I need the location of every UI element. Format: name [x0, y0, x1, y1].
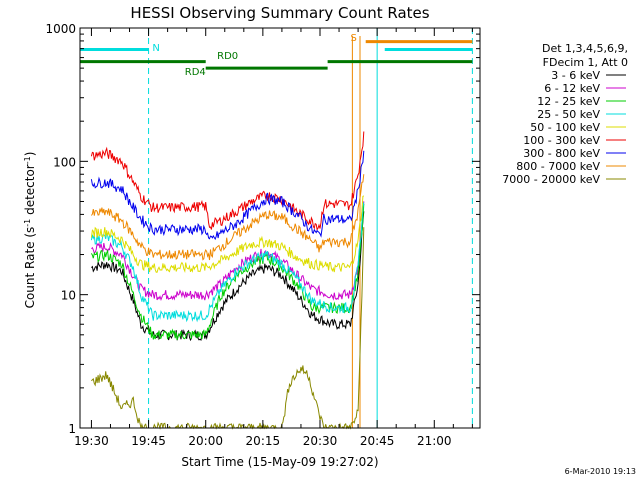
plot-frame: [79, 27, 481, 429]
y-axis-label: Count Rate (s-1 detector-1): [23, 152, 37, 309]
series-line-6: [90, 150, 365, 241]
flag-label: RD4: [185, 67, 206, 78]
x-tick-label: 19:45: [131, 434, 166, 448]
legend-entry: 800 - 7000 keV: [516, 160, 600, 173]
legend-header: Det 1,3,4,5,6,9,: [542, 42, 628, 55]
legend-header: FDecim 1, Att 0: [543, 56, 628, 69]
series-line-8: [91, 227, 365, 430]
chart-title: HESSI Observing Summary Count Rates: [130, 4, 429, 22]
legend-entry: 100 - 300 keV: [523, 134, 600, 147]
y-tick-label: 100: [53, 155, 76, 169]
x-tick-label: 20:15: [246, 434, 281, 448]
series-line-5: [90, 131, 365, 231]
legend-entry: 7000 - 20000 keV: [502, 173, 600, 186]
x-tick-label: 20:30: [303, 434, 338, 448]
legend-entry: 3 - 6 keV: [551, 69, 600, 82]
legend-entry: 300 - 800 keV: [523, 147, 600, 160]
legend-entry: 50 - 100 keV: [530, 121, 600, 134]
series-line-3: [90, 202, 365, 323]
flag-label: RD0: [217, 51, 238, 62]
y-tick-label: 10: [61, 289, 76, 303]
series-line-4: [90, 195, 365, 273]
footer-timestamp: 6-Mar-2010 19:13: [565, 467, 636, 476]
x-tick-label: 20:00: [188, 434, 223, 448]
x-tick-label: 21:00: [417, 434, 452, 448]
legend-entry: 12 - 25 keV: [537, 95, 600, 108]
x-tick-label: 19:30: [74, 434, 109, 448]
series-line-0: [91, 211, 365, 342]
flag-label: N: [152, 43, 159, 54]
legend-entry: 25 - 50 keV: [537, 108, 600, 121]
flag-label: S: [350, 33, 356, 44]
x-axis-label: Start Time (15-May-09 19:27:02): [181, 455, 378, 469]
series-line-2: [90, 203, 365, 341]
legend-entry: 6 - 12 keV: [544, 82, 600, 95]
y-tick-label: 1: [68, 422, 76, 436]
y-tick-label: 1000: [45, 22, 76, 36]
series-line-7: [90, 174, 365, 261]
x-tick-label: 20:45: [360, 434, 395, 448]
